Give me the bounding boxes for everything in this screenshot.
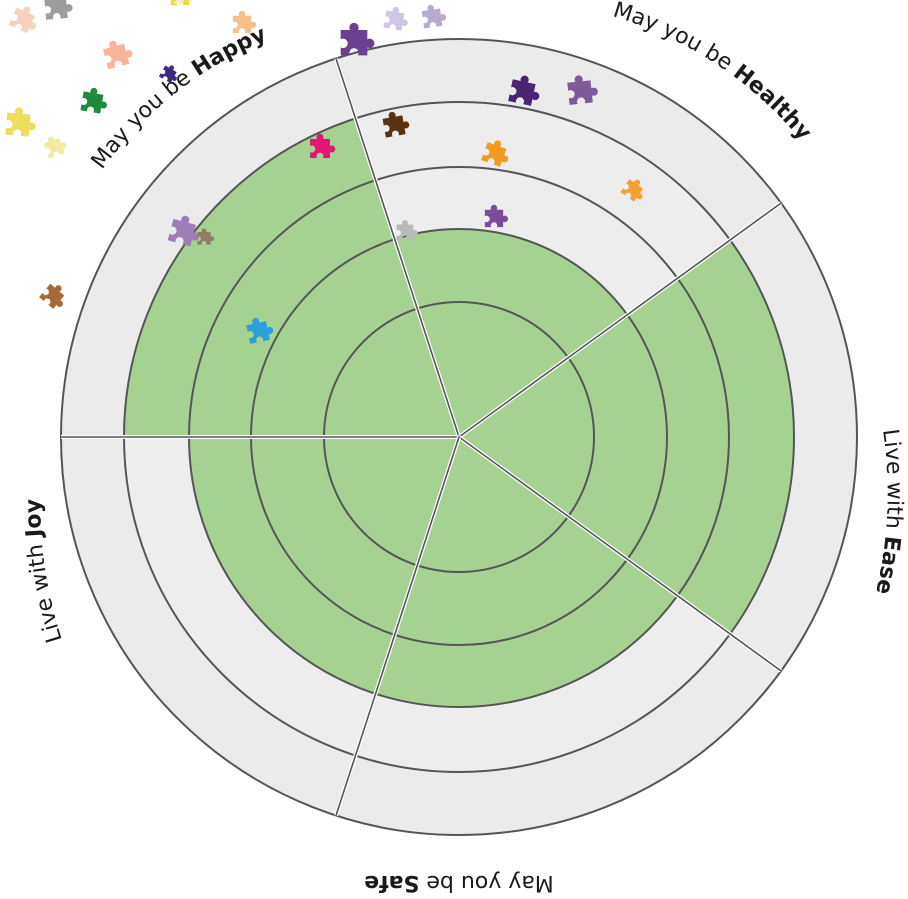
peach-piece-icon xyxy=(8,6,36,34)
green-piece-icon xyxy=(80,87,107,114)
sector-fill-joy xyxy=(189,437,459,694)
yellow-piece-2-icon xyxy=(43,136,67,159)
lavender-piece-icon xyxy=(383,7,408,31)
label-safe-prefix: May you be xyxy=(419,870,553,895)
label-joy: Live with Joy xyxy=(21,499,67,646)
grey-piece-2-icon xyxy=(44,0,73,20)
plum-piece-icon xyxy=(508,75,540,106)
violet-piece-icon xyxy=(567,75,598,105)
sector-fill-happy xyxy=(124,118,459,438)
label-safe-word: Safe xyxy=(364,870,419,895)
label-healthy-word: Healthy xyxy=(728,60,816,145)
indigo-piece-icon xyxy=(158,65,177,84)
mint-piece-icon xyxy=(173,0,185,5)
salmon-piece-icon xyxy=(103,40,133,70)
label-happy-word: Happy xyxy=(188,22,270,82)
label-safe: May you be Safe xyxy=(364,870,554,895)
puzzle-pieces xyxy=(5,0,644,344)
spoke-ease xyxy=(458,202,782,438)
label-ease-prefix: Live with xyxy=(877,427,907,537)
spoke-safe xyxy=(458,436,782,672)
spoke-healthy xyxy=(335,58,460,438)
taupe-piece-icon xyxy=(197,228,215,245)
pink-piece-icon xyxy=(310,133,336,158)
apricot-piece-icon xyxy=(232,10,257,34)
purple-piece-icon xyxy=(340,22,375,56)
wheel-lines xyxy=(60,38,858,836)
lilac-piece-icon xyxy=(167,215,200,247)
sector-fill-safe xyxy=(375,437,678,707)
orange-piece-2-icon xyxy=(620,179,644,202)
orange-piece-icon xyxy=(481,140,509,167)
brown-piece-icon xyxy=(382,111,410,138)
label-joy-word: Joy xyxy=(21,499,47,540)
sector-fill-healthy xyxy=(394,228,628,437)
label-healthy-prefix: May you be xyxy=(610,0,743,80)
blue-piece-icon xyxy=(246,318,274,344)
yellow-piece-icon xyxy=(5,107,36,137)
label-ease: Live with Ease xyxy=(870,427,906,596)
label-ease-word: Ease xyxy=(870,535,904,597)
violet-piece-2-icon xyxy=(484,204,509,228)
spoke-joy xyxy=(335,436,460,816)
label-joy-prefix: Live with xyxy=(23,536,68,646)
lavender-piece-2-icon xyxy=(421,5,447,29)
tan-piece-icon xyxy=(39,283,65,309)
grey-piece-icon xyxy=(396,220,418,241)
